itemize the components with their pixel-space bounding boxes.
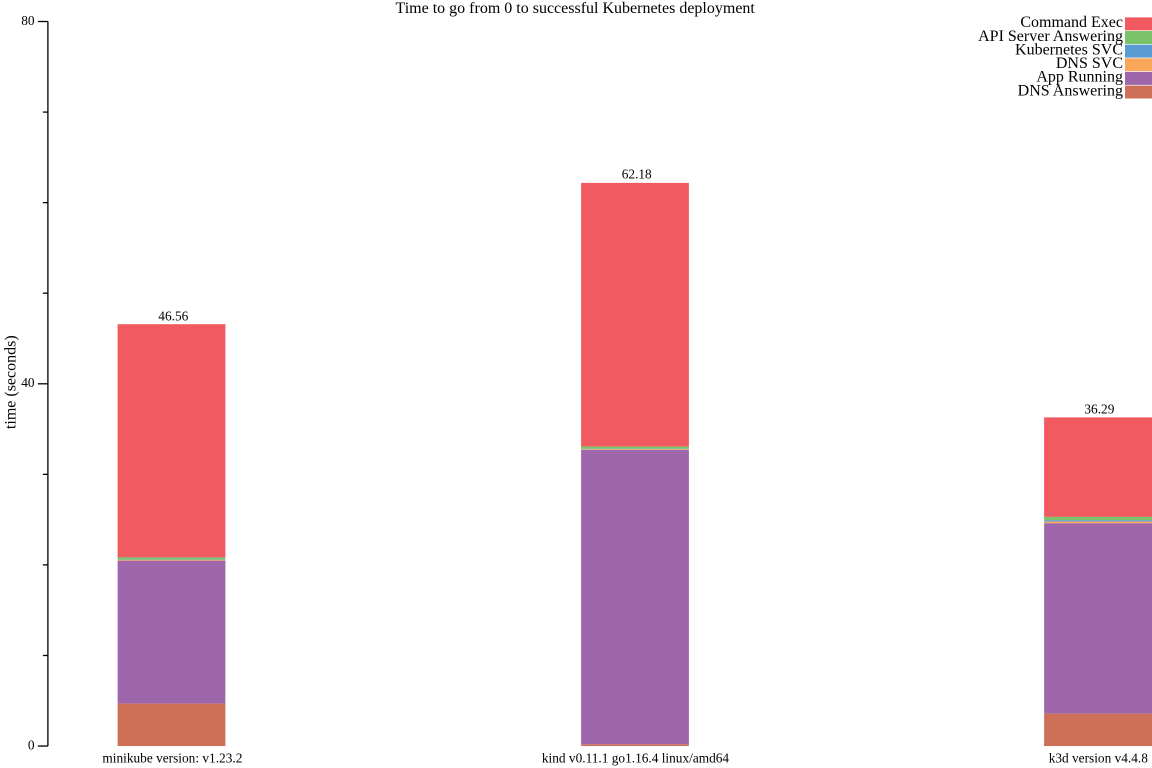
svg-text:minikube version: v1.23.2: minikube version: v1.23.2 bbox=[102, 751, 242, 766]
svg-text:36.29: 36.29 bbox=[1084, 402, 1114, 417]
svg-text:Command Exec: Command Exec bbox=[1020, 14, 1123, 31]
svg-text:40: 40 bbox=[21, 375, 35, 390]
svg-text:62.18: 62.18 bbox=[622, 167, 652, 182]
svg-text:0: 0 bbox=[28, 737, 35, 752]
svg-text:80: 80 bbox=[21, 13, 35, 28]
svg-text:DNS SVC: DNS SVC bbox=[1056, 55, 1123, 72]
svg-text:App Running: App Running bbox=[1036, 69, 1123, 86]
svg-text:kind v0.11.1 go1.16.4 linux/am: kind v0.11.1 go1.16.4 linux/amd64 bbox=[542, 751, 730, 766]
svg-text:k3d version v4.4.8: k3d version v4.4.8 bbox=[1049, 751, 1149, 766]
svg-text:Kubernetes SVC: Kubernetes SVC bbox=[1015, 41, 1123, 58]
svg-text:time (seconds): time (seconds) bbox=[2, 335, 19, 429]
svg-text:DNS Answering: DNS Answering bbox=[1018, 82, 1123, 99]
svg-text:Time to go from 0 to successfu: Time to go from 0 to successful Kubernet… bbox=[396, 0, 756, 17]
svg-text:API Server Answering: API Server Answering bbox=[978, 28, 1123, 45]
svg-text:46.56: 46.56 bbox=[158, 309, 188, 324]
